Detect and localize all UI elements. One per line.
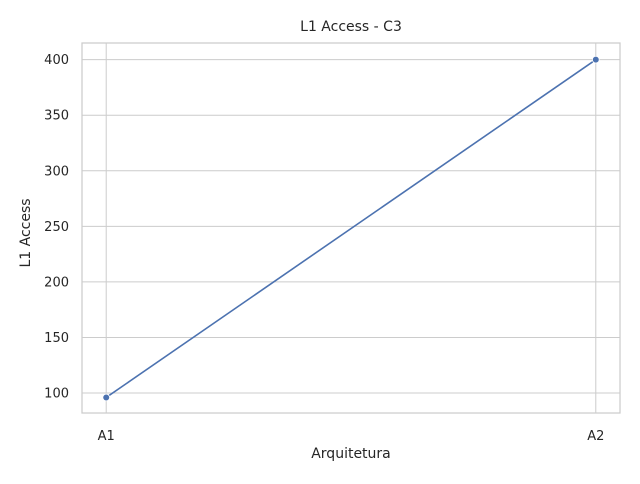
grid-lines (82, 43, 620, 413)
series-line (105, 59, 597, 399)
tick-labels: A1 A2 100 150 200 250 300 350 400 (44, 53, 604, 444)
y-tick-label: 200 (44, 275, 69, 290)
data-series (102, 55, 600, 402)
y-tick-label: 350 (44, 109, 69, 124)
y-tick-label: 100 (44, 387, 69, 402)
y-axis-label: L1 Access (18, 198, 34, 267)
data-point-marker (102, 393, 111, 402)
y-tick-label: 250 (44, 220, 69, 235)
y-tick-label: 400 (44, 53, 69, 68)
x-axis-label: Arquitetura (311, 446, 391, 462)
x-tick-label: A1 (98, 429, 115, 444)
x-tick-label: A2 (587, 429, 604, 444)
y-tick-label: 150 (44, 331, 69, 346)
plot-area-frame (81, 42, 621, 414)
y-tick-label: 300 (44, 164, 69, 179)
chart-title: L1 Access - C3 (300, 19, 402, 35)
data-point-marker (591, 55, 600, 64)
